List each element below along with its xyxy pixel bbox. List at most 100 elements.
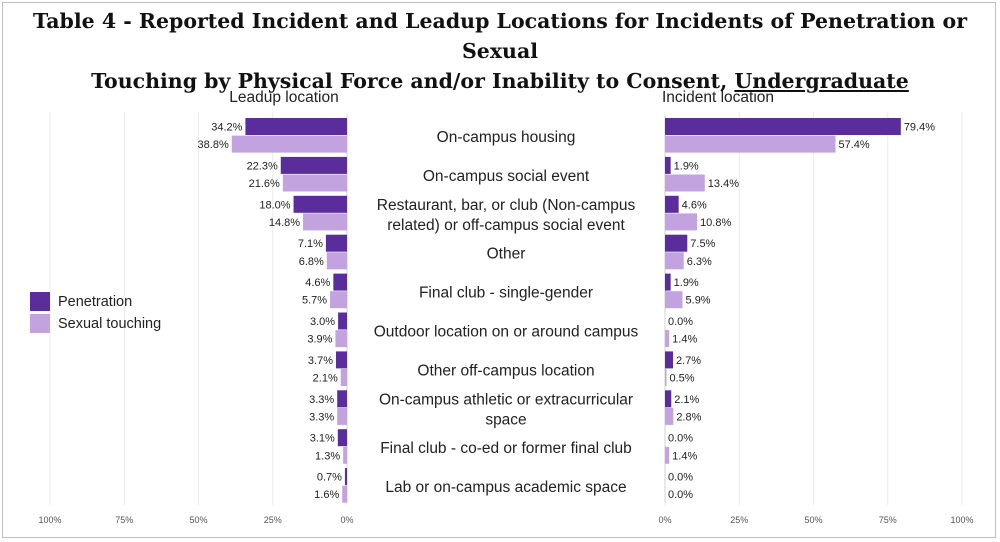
data-label-leadup-penetration-0: 34.2% [211, 122, 242, 134]
category-label-6: Other off-campus location [417, 362, 594, 379]
title-line-2-underlined: Undergraduate [734, 69, 909, 93]
data-label-incident-penetration-0: 79.4% [904, 122, 935, 134]
data-label-incident-penetration-6: 2.7% [676, 355, 701, 367]
data-label-incident-penetration-8: 0.0% [668, 433, 693, 445]
bar-leadup-penetration-3 [325, 234, 347, 252]
data-label-incident-touching-6: 0.5% [669, 373, 694, 385]
category-label-4: Final club - single-gender [419, 285, 593, 302]
legend-swatch-sexual-touching [30, 314, 50, 333]
tick-label-incident-0: 0% [658, 515, 671, 525]
bar-incident-touching-6 [665, 369, 667, 386]
tick-label-leadup-2: 50% [189, 515, 207, 525]
data-label-incident-penetration-9: 0.0% [668, 472, 693, 484]
bar-leadup-penetration-7 [337, 390, 347, 408]
bar-leadup-touching-8 [343, 446, 347, 464]
bar-incident-touching-8 [665, 446, 670, 464]
data-label-incident-touching-3: 6.3% [687, 256, 712, 268]
bar-incident-penetration-7 [665, 390, 672, 408]
bar-leadup-touching-9 [342, 485, 347, 503]
legend-swatch-penetration [30, 292, 50, 311]
title-line-2-prefix: Touching by Physical Force and/or Inabil… [91, 69, 735, 93]
bar-leadup-touching-6 [340, 369, 347, 386]
bar-incident-touching-5 [665, 330, 670, 348]
bar-incident-penetration-4 [665, 273, 671, 291]
data-label-leadup-penetration-4: 4.6% [305, 277, 330, 289]
bar-incident-penetration-0 [665, 118, 901, 135]
bar-incident-penetration-1 [665, 156, 671, 174]
data-label-leadup-touching-3: 6.8% [299, 256, 324, 268]
data-label-incident-touching-0: 57.4% [838, 139, 869, 151]
data-label-leadup-penetration-6: 3.7% [308, 355, 333, 367]
tick-label-leadup-1: 75% [115, 515, 133, 525]
data-label-leadup-touching-7: 3.3% [309, 411, 334, 423]
panel-title-leadup: Leadup location [229, 89, 338, 106]
data-label-leadup-penetration-2: 18.0% [259, 199, 290, 211]
data-label-incident-touching-2: 10.8% [700, 217, 731, 229]
data-label-leadup-touching-2: 14.8% [269, 217, 300, 229]
legend-label-sexual-touching: Sexual touching [58, 316, 161, 332]
bar-leadup-touching-4 [330, 291, 347, 309]
category-label-1: On-campus social event [423, 168, 590, 185]
data-label-leadup-penetration-9: 0.7% [317, 472, 342, 484]
data-label-leadup-touching-5: 3.9% [307, 334, 332, 346]
bar-incident-penetration-3 [665, 234, 688, 252]
bar-incident-touching-2 [665, 213, 698, 231]
chart-title: Table 4 - Reported Incident and Leadup L… [0, 6, 1000, 96]
category-label-2-line-0: Restaurant, bar, or club (Non-campus [377, 197, 636, 214]
data-label-incident-penetration-7: 2.1% [674, 394, 699, 406]
tick-label-incident-4: 100% [950, 515, 973, 525]
bar-incident-touching-1 [665, 174, 705, 192]
data-label-leadup-touching-1: 21.6% [249, 178, 280, 190]
data-label-leadup-penetration-1: 22.3% [247, 160, 278, 172]
data-label-incident-touching-7: 2.8% [676, 411, 701, 423]
bar-leadup-touching-3 [326, 252, 347, 270]
data-label-incident-touching-8: 1.4% [672, 450, 697, 462]
data-label-incident-touching-1: 13.4% [708, 178, 739, 190]
bar-incident-penetration-6 [665, 351, 674, 369]
data-label-incident-penetration-3: 7.5% [690, 238, 715, 250]
bar-leadup-penetration-5 [338, 312, 347, 330]
bar-leadup-penetration-1 [280, 156, 347, 174]
bar-incident-penetration-2 [665, 195, 679, 213]
data-label-incident-touching-5: 1.4% [672, 334, 697, 346]
data-label-leadup-touching-9: 1.6% [314, 489, 339, 501]
bar-leadup-penetration-2 [293, 195, 347, 213]
category-label-3: Other [487, 246, 526, 263]
data-label-leadup-touching-4: 5.7% [302, 295, 327, 307]
data-label-incident-penetration-5: 0.0% [668, 316, 693, 328]
data-label-leadup-penetration-7: 3.3% [309, 394, 334, 406]
category-label-2-line-1: related) or off-campus social event [387, 217, 625, 234]
bar-incident-touching-0 [665, 135, 836, 153]
category-label-9: Lab or on-campus academic space [385, 479, 626, 496]
bar-incident-touching-7 [665, 407, 674, 425]
bar-incident-touching-4 [665, 291, 683, 309]
data-label-incident-touching-9: 0.0% [668, 489, 693, 501]
category-label-7-line-0: On-campus athletic or extracurricular [379, 391, 633, 408]
bar-leadup-penetration-9 [344, 468, 347, 486]
bar-leadup-penetration-0 [245, 118, 347, 135]
data-label-leadup-penetration-3: 7.1% [298, 238, 323, 250]
data-label-incident-penetration-4: 1.9% [674, 277, 699, 289]
bar-leadup-penetration-4 [333, 273, 347, 291]
data-label-incident-penetration-2: 4.6% [682, 199, 707, 211]
tick-label-leadup-0: 100% [38, 515, 61, 525]
bar-leadup-touching-7 [337, 407, 347, 425]
category-label-5: Outdoor location on or around campus [374, 324, 639, 341]
category-label-8: Final club - co-ed or former final club [380, 440, 632, 457]
data-label-incident-touching-4: 5.9% [686, 295, 711, 307]
bar-incident-touching-3 [665, 252, 684, 270]
bar-leadup-touching-2 [303, 213, 347, 231]
tick-label-incident-1: 25% [730, 515, 748, 525]
bar-leadup-penetration-6 [336, 351, 347, 369]
legend-label-penetration: Penetration [58, 294, 132, 310]
category-label-0: On-campus housing [437, 129, 576, 146]
title-line-2: Touching by Physical Force and/or Inabil… [0, 66, 1000, 96]
tick-label-incident-3: 75% [879, 515, 897, 525]
tick-label-leadup-3: 25% [264, 515, 282, 525]
bar-leadup-touching-1 [282, 174, 347, 192]
bar-leadup-penetration-8 [337, 429, 347, 447]
data-label-leadup-penetration-5: 3.0% [310, 316, 335, 328]
panel-title-incident: Incident location [662, 89, 774, 106]
tick-label-leadup-4: 0% [340, 515, 353, 525]
